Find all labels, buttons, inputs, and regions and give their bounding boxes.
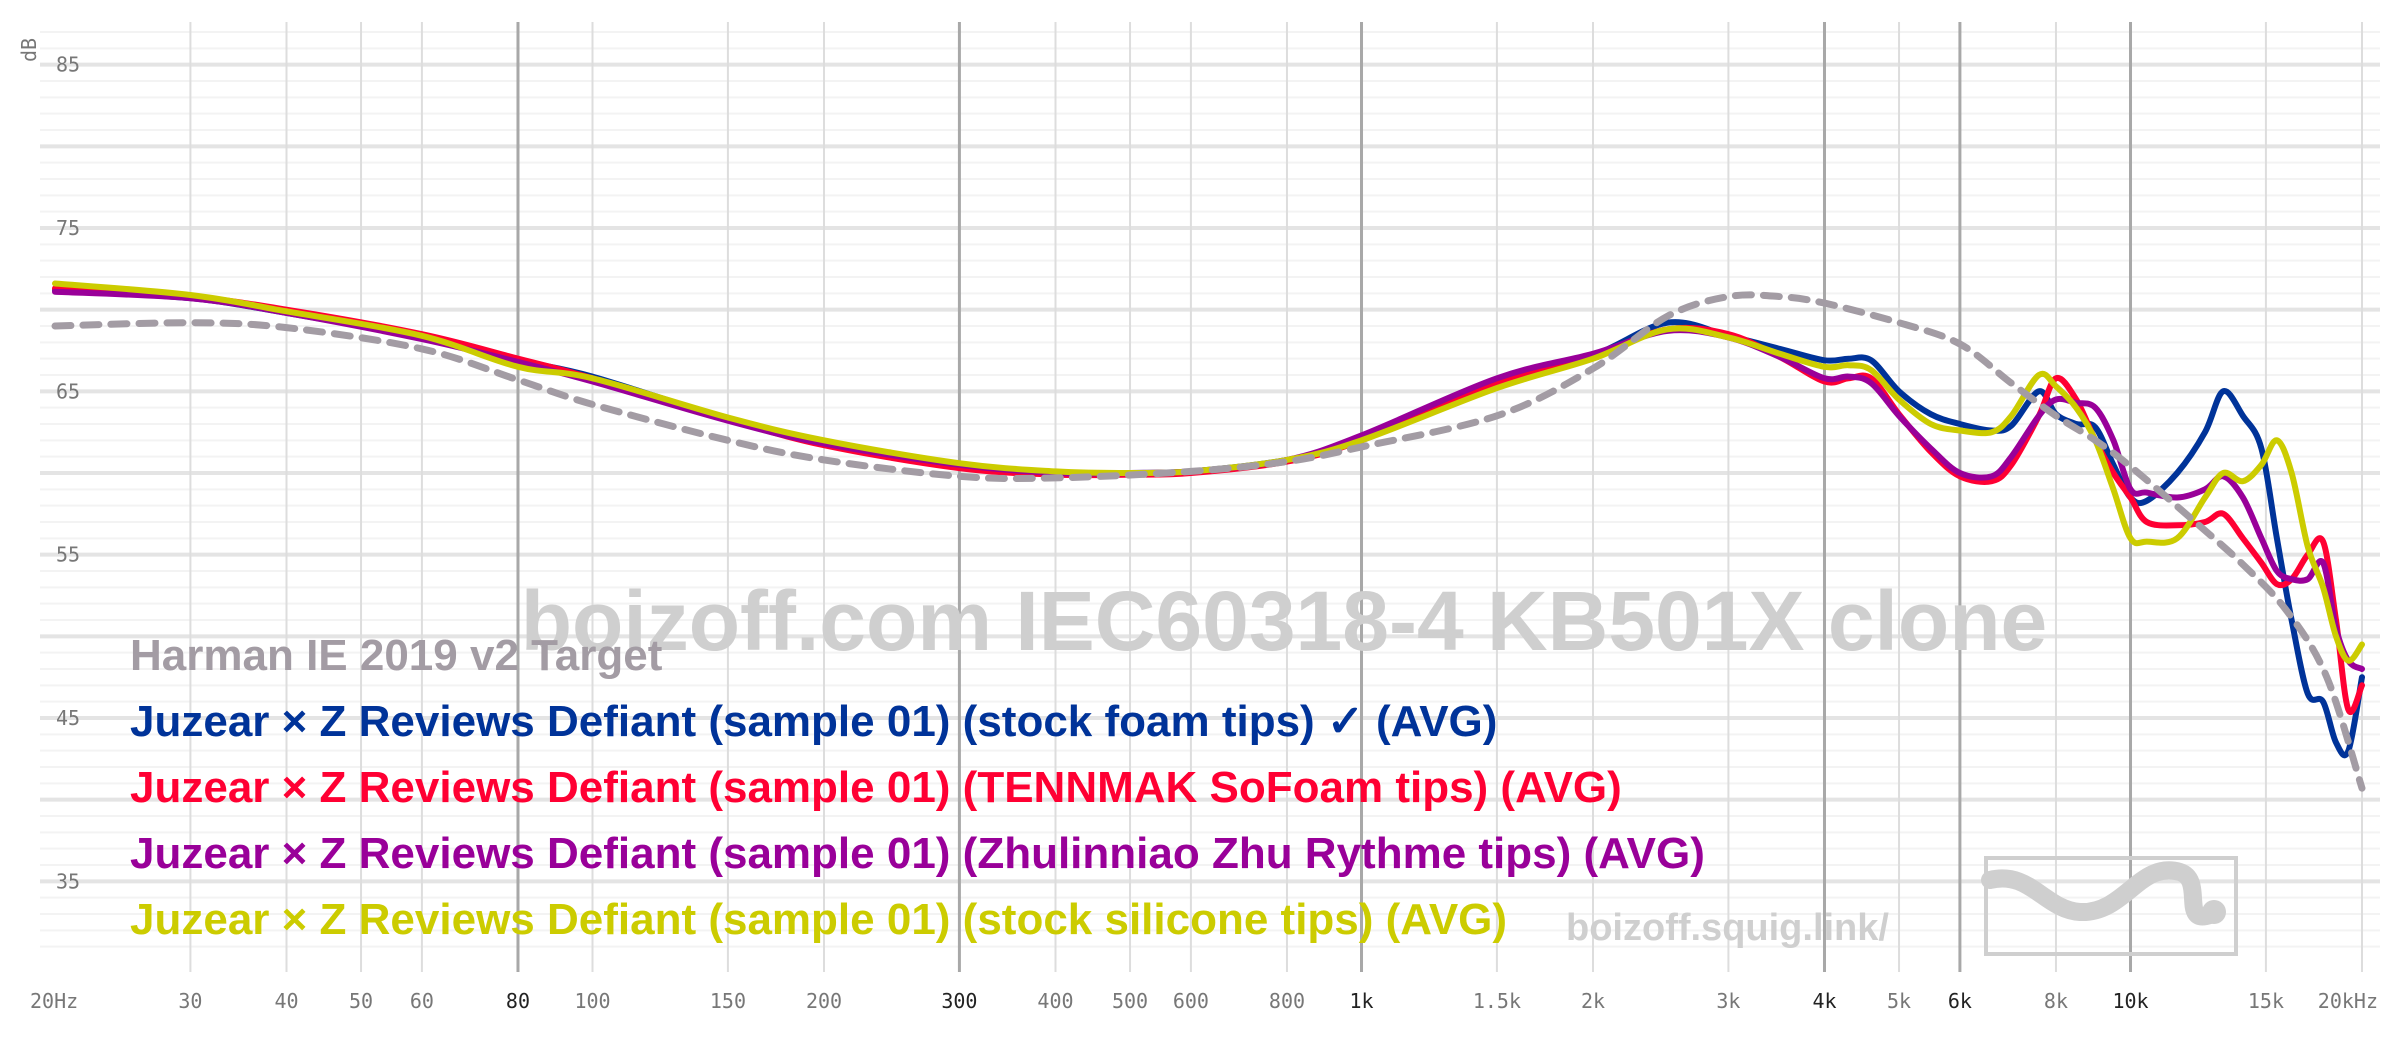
x-tick-label: 300 [941,989,977,1013]
vertical-gridlines [189,22,2363,972]
y-tick-label: 65 [56,379,80,403]
x-tick-label: 800 [1269,989,1305,1013]
x-tick-label: 50 [349,989,373,1013]
x-tick-label: 40 [274,989,298,1013]
legend: Harman IE 2019 v2 Target Juzear × Z Revie… [130,631,1705,944]
squiglink-logo [1981,856,2238,956]
y-axis-tick-labels: 35 45 55 65 75 85 [56,53,80,894]
x-tick-label: 3k [1716,989,1740,1013]
legend-entry[interactable]: Juzear × Z Reviews Defiant (sample 01) (… [130,697,1497,746]
x-tick-label: 15k [2248,989,2284,1013]
watermark-text: boizoff.com IEC60318-4 KB501X clone [521,574,2047,668]
legend-entry[interactable]: Juzear × Z Reviews Defiant (sample 01) (… [130,763,1622,812]
legend-entry[interactable]: Juzear × Z Reviews Defiant (sample 01) (… [130,895,1507,944]
x-tick-label: 150 [710,989,746,1013]
x-tick-label: 100 [574,989,610,1013]
x-tick-label: 20kHz [2318,989,2378,1013]
target-curve [51,291,2366,792]
legend-entry[interactable]: Juzear × Z Reviews Defiant (sample 01) (… [130,829,1705,878]
x-axis-tick-labels: 20Hz 30 40 50 60 80 100 150 200 300 400 500 600 800 1k… [30,989,2378,1013]
legend-entry[interactable]: Harman IE 2019 v2 Target [130,631,663,680]
x-tick-label: 1k [1349,989,1373,1013]
x-tick-label: 30 [178,989,202,1013]
measurement-curve [52,288,2365,672]
y-tick-label: 85 [56,53,80,77]
y-axis-label: dB [17,38,41,62]
measurement-curve [52,280,2365,664]
x-tick-label: 20Hz [30,989,78,1013]
y-tick-label: 75 [56,216,80,240]
watermark-url: boizoff.squig.link/ [1566,907,1889,949]
x-tick-label: 4k [1812,989,1836,1013]
x-tick-label: 600 [1173,989,1209,1013]
x-tick-label: 6k [1948,989,1972,1013]
series-lines [51,280,2366,792]
x-tick-label: 10k [2112,989,2148,1013]
x-tick-label: 500 [1112,989,1148,1013]
x-tick-label: 400 [1037,989,1073,1013]
y-tick-label: 35 [56,869,80,893]
x-tick-label: 2k [1581,989,1605,1013]
x-tick-label: 1.5k [1473,989,1521,1013]
y-tick-label: 45 [56,706,80,730]
horizontal-gridlines [40,31,2380,948]
x-tick-label: 80 [506,989,530,1013]
x-tick-label: 200 [806,989,842,1013]
x-tick-label: 8k [2044,989,2068,1013]
x-tick-label: 5k [1887,989,1911,1013]
y-tick-label: 55 [56,543,80,567]
x-tick-label: 60 [410,989,434,1013]
